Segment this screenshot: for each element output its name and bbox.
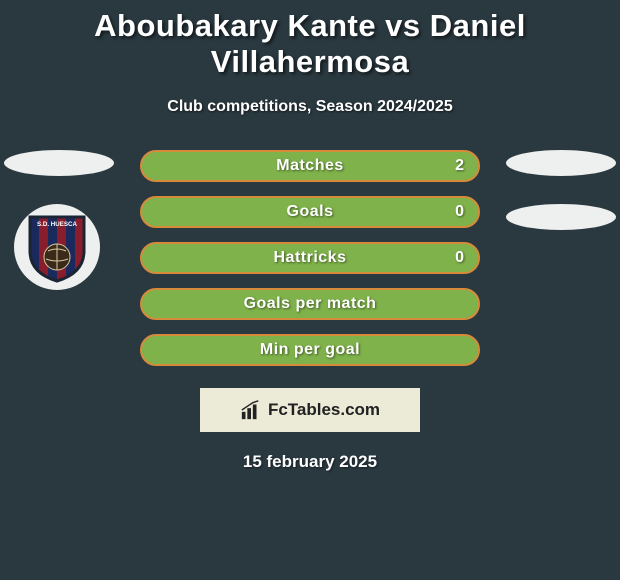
stat-bar: Goals 0 xyxy=(140,196,480,228)
stat-value: 2 xyxy=(455,157,464,175)
player-photo-placeholder xyxy=(4,150,114,176)
date-label: 15 february 2025 xyxy=(0,452,620,472)
fctables-logo: FcTables.com xyxy=(200,388,420,432)
stat-value: 0 xyxy=(455,203,464,221)
logo-text: FcTables.com xyxy=(268,400,380,420)
subtitle: Club competitions, Season 2024/2025 xyxy=(0,98,620,116)
stat-value: 0 xyxy=(455,249,464,267)
svg-text:S.D. HUESCA: S.D. HUESCA xyxy=(37,221,77,228)
right-player-column xyxy=(506,150,616,258)
club-badge-placeholder xyxy=(506,204,616,230)
player-photo-placeholder xyxy=(506,150,616,176)
stat-label: Min per goal xyxy=(260,341,360,359)
stat-bars: Matches 2 Goals 0 Hattricks 0 Goals per match M… xyxy=(140,150,480,366)
stat-label: Goals per match xyxy=(244,295,377,313)
stat-label: Hattricks xyxy=(274,249,347,267)
stat-label: Goals xyxy=(287,203,334,221)
stat-bar: Min per goal xyxy=(140,334,480,366)
bar-chart-icon xyxy=(240,399,262,421)
page-title: Aboubakary Kante vs Daniel Villahermosa xyxy=(0,0,620,80)
stat-bar: Hattricks 0 xyxy=(140,242,480,274)
stat-bar: Matches 2 xyxy=(140,150,480,182)
comparison-content: S.D. HUESCA Matches2Goals0Hattricks0Goal… xyxy=(0,150,620,472)
stat-bar: Goals per match xyxy=(140,288,480,320)
stat-label: Matches xyxy=(276,157,344,175)
huesca-crest-icon: S.D. HUESCA xyxy=(26,211,88,283)
club-badge-huesca: S.D. HUESCA xyxy=(14,204,100,290)
left-player-column: S.D. HUESCA xyxy=(4,150,114,290)
